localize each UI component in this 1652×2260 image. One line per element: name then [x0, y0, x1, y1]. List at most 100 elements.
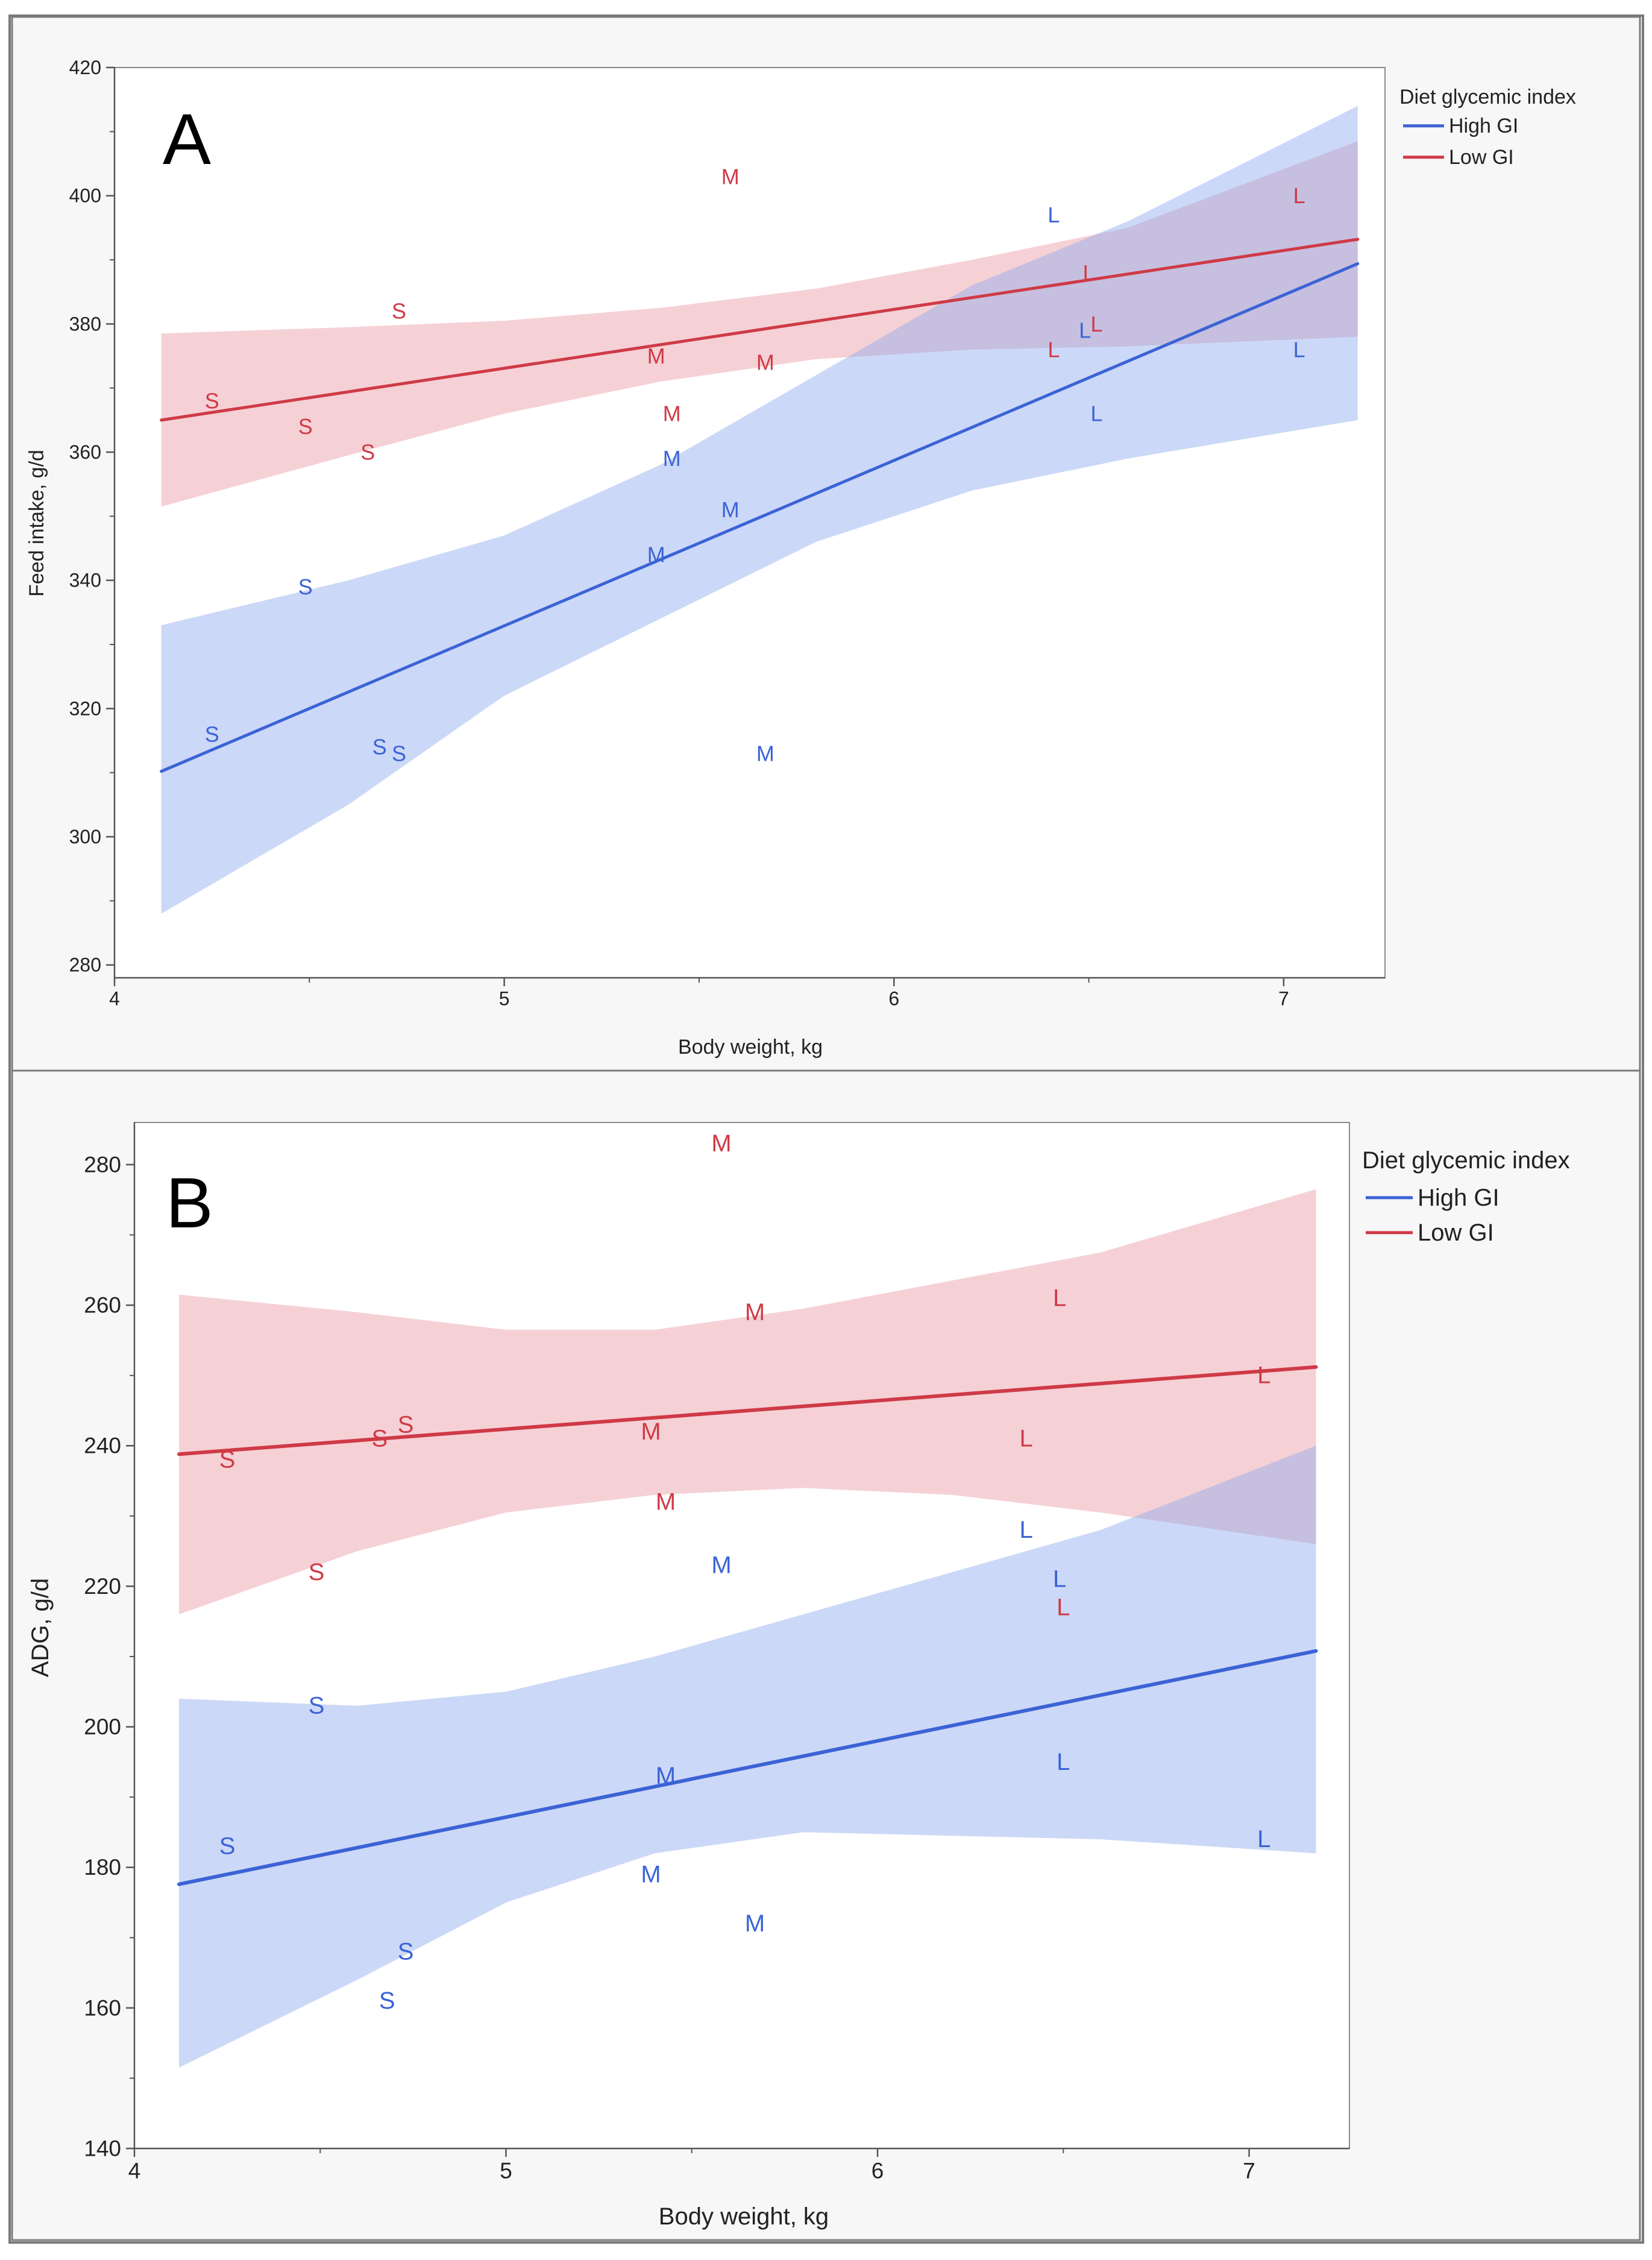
data-point-high-gi: L: [1079, 318, 1091, 343]
data-point-high-gi: S: [298, 574, 313, 599]
data-point-low-gi: M: [721, 164, 740, 189]
data-point-high-gi: S: [309, 1693, 325, 1719]
confidence-band-high-gi: [161, 105, 1358, 914]
y-tick-label: 280: [84, 1152, 121, 1177]
y-tick-label: 200: [84, 1714, 121, 1739]
panel-a-confidence-bands: [161, 105, 1358, 914]
data-point-low-gi: M: [745, 1299, 765, 1326]
y-tick-label: 320: [69, 697, 101, 719]
y-tick-label: 340: [69, 570, 101, 591]
y-tick-label: 180: [84, 1855, 121, 1880]
panel-a-x-axis-label: Body weight, kg: [678, 1036, 823, 1059]
data-point-high-gi: M: [745, 1910, 765, 1937]
panel-b-confidence-bands: [179, 1189, 1316, 2068]
y-tick-label: 300: [69, 826, 101, 848]
data-point-high-gi: L: [1057, 1749, 1070, 1775]
data-point-low-gi: S: [298, 414, 313, 439]
data-point-high-gi: S: [392, 741, 406, 766]
data-point-low-gi: S: [219, 1447, 236, 1473]
panel-b-label: B: [166, 1163, 213, 1243]
fit-line-high-gi: [177, 1649, 1318, 1886]
data-point-low-gi: L: [1293, 183, 1305, 208]
panel-b-legend: Diet glycemic index High GI Low GI: [1362, 1147, 1570, 1246]
panel-a-legend-entry-high-gi: High GI: [1449, 115, 1518, 137]
panel-b-axes: 140 160 180 200 220 240 260 280 4 5 6 7: [84, 1122, 1349, 2183]
data-point-high-gi: M: [721, 497, 740, 522]
data-point-low-gi: S: [392, 299, 406, 324]
panel-b-legend-title: Diet glycemic index: [1362, 1147, 1570, 1174]
data-point-high-gi: M: [711, 1552, 731, 1578]
panel-b-y-axis-label: ADG, g/d: [27, 1578, 54, 1678]
data-point-low-gi: M: [656, 1489, 676, 1516]
y-tick-label: 420: [69, 57, 101, 78]
data-point-high-gi: M: [641, 1861, 661, 1887]
confidence-band-low-gi: [161, 141, 1358, 507]
fit-line-low-gi: [177, 1365, 1318, 1456]
data-point-high-gi: L: [1293, 337, 1305, 362]
data-point-high-gi: L: [1053, 1566, 1066, 1593]
data-point-high-gi: L: [1257, 1826, 1270, 1852]
y-tick-label: 160: [84, 1995, 121, 2020]
data-point-high-gi: S: [205, 722, 219, 746]
fit-line-low-gi: [160, 238, 1360, 422]
panel-b-fit-lines: [177, 1365, 1318, 1886]
data-point-low-gi: S: [360, 440, 375, 465]
y-tick-label: 220: [84, 1574, 121, 1599]
data-point-low-gi: L: [1019, 1426, 1032, 1452]
panel-a-legend-title: Diet glycemic index: [1399, 86, 1576, 109]
data-point-low-gi: L: [1057, 1594, 1070, 1620]
y-tick-label: 360: [69, 441, 101, 463]
data-point-high-gi: M: [663, 446, 681, 471]
confidence-band-low-gi: [179, 1189, 1316, 1614]
y-tick-label: 380: [69, 313, 101, 335]
panel-a-legend: Diet glycemic index High GI Low GI: [1399, 86, 1576, 169]
data-point-low-gi: S: [372, 1426, 388, 1452]
fit-line-high-gi: [160, 262, 1360, 773]
data-point-high-gi: L: [1090, 401, 1102, 426]
data-point-low-gi: M: [641, 1418, 661, 1445]
x-tick-label: 5: [499, 988, 510, 1010]
panel-a-fit-lines: [160, 238, 1360, 773]
y-tick-label: 400: [69, 185, 101, 207]
y-tick-label: 260: [84, 1293, 121, 1318]
data-point-low-gi: L: [1083, 260, 1095, 285]
panel-b-legend-entry-low-gi: Low GI: [1418, 1220, 1494, 1246]
x-tick-label: 6: [872, 2159, 884, 2183]
data-point-low-gi: L: [1047, 337, 1060, 362]
data-point-low-gi: L: [1257, 1362, 1270, 1389]
x-tick-label: 5: [500, 2159, 512, 2183]
x-tick-label: 7: [1243, 2159, 1255, 2183]
y-tick-label: 140: [84, 2136, 121, 2161]
x-tick-label: 7: [1278, 988, 1289, 1010]
panel-b-x-axis-label: Body weight, kg: [659, 2203, 829, 2230]
panel-a-axes: 280 300 320 340 360 380 400 420 4 5 6 7: [69, 57, 1385, 1010]
data-point-low-gi: S: [398, 1411, 414, 1438]
data-point-low-gi: L: [1053, 1285, 1066, 1311]
y-tick-label: 280: [69, 954, 101, 976]
x-tick-label: 4: [128, 2159, 141, 2183]
data-point-low-gi: M: [756, 350, 774, 375]
panel-a-y-axis-label: Feed intake, g/d: [25, 450, 48, 597]
data-point-low-gi: M: [711, 1130, 731, 1157]
data-point-high-gi: M: [756, 741, 774, 766]
data-point-high-gi: S: [372, 735, 387, 760]
data-point-high-gi: M: [647, 543, 665, 567]
data-point-high-gi: L: [1019, 1517, 1032, 1543]
data-point-low-gi: L: [1090, 312, 1102, 336]
data-point-high-gi: S: [379, 1988, 395, 2014]
panel-a-legend-entry-low-gi: Low GI: [1449, 146, 1514, 169]
data-point-high-gi: L: [1047, 203, 1060, 227]
panel-b-plot-area: [134, 1122, 1350, 2149]
y-tick-label: 240: [84, 1434, 121, 1458]
data-point-high-gi: M: [656, 1763, 676, 1789]
data-point-high-gi: S: [219, 1833, 236, 1860]
panel-b-legend-entry-high-gi: High GI: [1418, 1185, 1500, 1211]
x-tick-label: 4: [109, 988, 120, 1010]
panel-a-label: A: [163, 99, 211, 180]
data-point-low-gi: S: [205, 389, 219, 414]
